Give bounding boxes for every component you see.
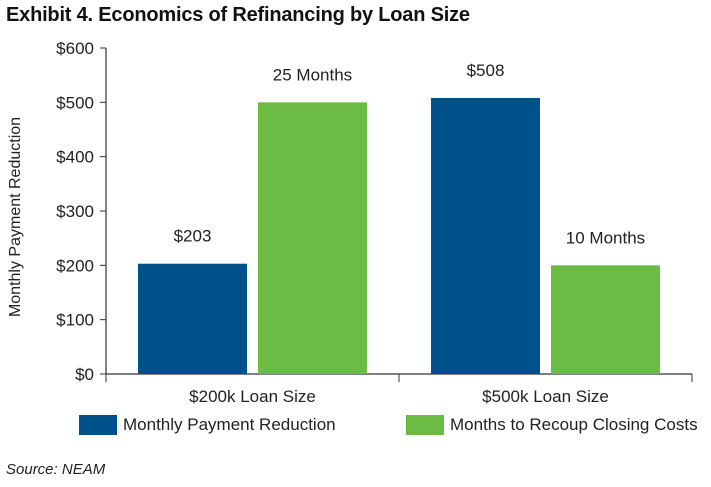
y-tick-label: $0 <box>75 365 94 384</box>
y-tick-label: $400 <box>56 148 94 167</box>
bar-payment <box>431 97 540 374</box>
legend-label-months: Months to Recoup Closing Costs <box>450 415 698 434</box>
data-label-months: 10 Months <box>566 228 645 247</box>
bar-chart: $0 $100 $200 $300 $400 $500 $600 Monthly Paymen… <box>7 39 693 406</box>
data-label-payment: $508 <box>467 61 505 80</box>
chart-title: Exhibit 4. Economics of Refinancing by L… <box>6 4 470 26</box>
legend-swatch-payment <box>79 415 117 435</box>
y-tick-label: $100 <box>56 311 94 330</box>
x-tick-label: $500k Loan Size <box>482 387 609 406</box>
legend-item-payment: Monthly Payment Reduction <box>79 415 336 435</box>
y-tick-label: $200 <box>56 256 94 275</box>
y-axis-label: Monthly Payment Reduction <box>7 117 24 317</box>
data-label-months: 25 Months <box>273 65 352 84</box>
y-tick-label: $500 <box>56 93 94 112</box>
y-tick-label: $300 <box>56 202 94 221</box>
bar-months <box>551 265 660 374</box>
bar-payment <box>138 263 247 374</box>
source-note: Source: NEAM <box>6 461 106 478</box>
legend-label-payment: Monthly Payment Reduction <box>123 415 336 434</box>
data-label-payment: $203 <box>174 227 212 246</box>
y-tick-label: $600 <box>56 39 94 58</box>
x-tick-label: $200k Loan Size <box>189 387 316 406</box>
legend-item-months: Months to Recoup Closing Costs <box>406 415 698 435</box>
bar-months <box>258 102 367 374</box>
legend-swatch-months <box>406 415 444 435</box>
